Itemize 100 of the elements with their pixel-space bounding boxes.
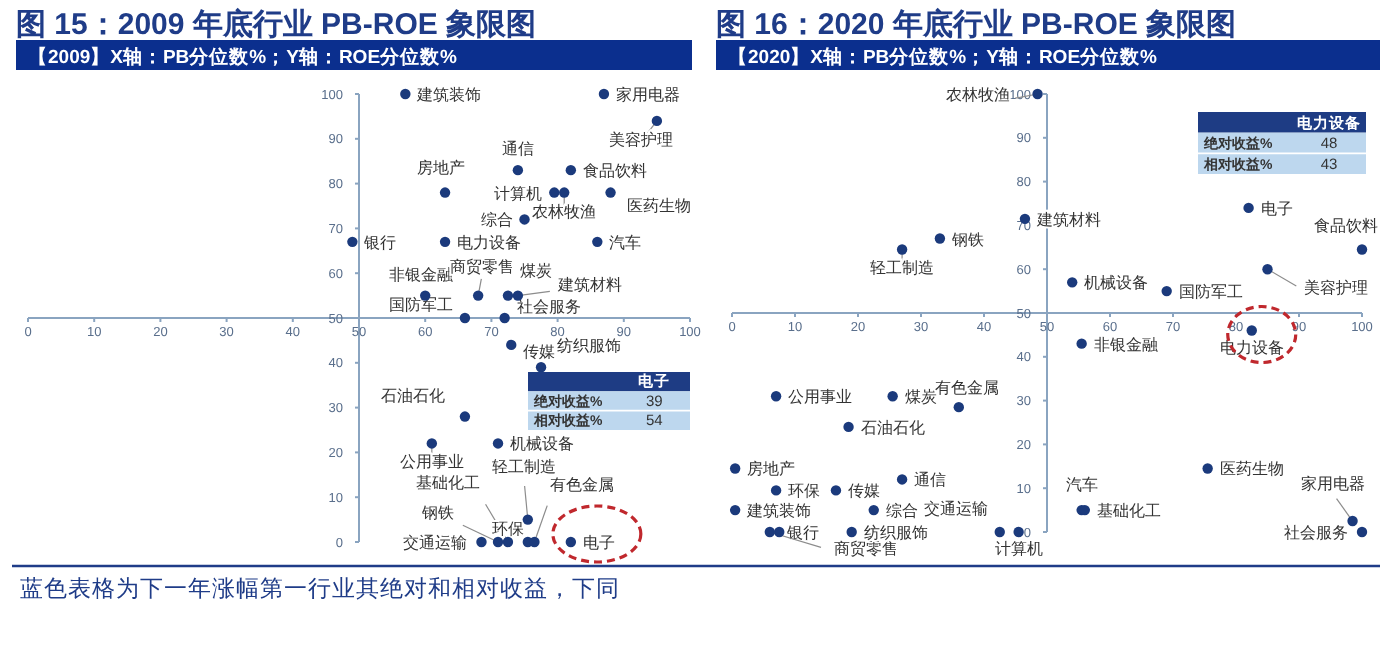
point [843,421,854,433]
annotation: 非银金融 [1093,335,1158,354]
point [896,474,908,485]
point [565,536,577,548]
annotation: 电力设备 [457,233,522,252]
annotation: 农林牧渔 [532,202,597,221]
annotation: 钢铁 [420,504,455,522]
annotation: 基础化工 [1096,502,1161,521]
annotation: 汽车 [1065,476,1098,495]
point [953,401,964,413]
annotation: 房地产 [417,158,466,177]
chart-subtitle: 【2020】X轴：PB分位数%；Y轴：ROE分位数% [728,45,1159,69]
annotation: 机械设备 [510,435,575,454]
annotation: 银行 [362,233,397,252]
point [598,88,610,100]
annotation: 综合 [480,211,513,230]
point [459,312,471,324]
point [472,290,484,301]
point [868,504,879,516]
point [887,391,898,402]
point [439,187,451,198]
point [729,463,741,474]
point [1262,264,1273,275]
annotation: 建筑装饰 [415,86,482,104]
annotation: 汽车 [609,233,642,252]
point [994,526,1005,538]
annotation: 传媒 [847,482,880,501]
annotation: 计算机 [494,184,543,203]
point [1013,526,1024,538]
point [492,438,504,449]
point [559,187,570,198]
point [830,485,842,496]
point [499,312,510,324]
annotation: 有色金属 [934,379,999,398]
annotation: 国防军工 [1178,283,1243,302]
annotation: 商贸零售 [450,257,515,276]
annotation: 通信 [501,140,534,159]
point [502,536,514,548]
point [1347,515,1358,527]
annotation: 医药生物 [626,196,691,215]
point [605,187,616,198]
annotation: 交通运输 [923,500,988,518]
point [651,115,663,127]
annotation: 纺织服饰 [557,337,622,356]
annotation: 交通运输 [403,534,468,552]
annotation: 煤炭 [904,388,937,407]
point [729,504,741,516]
point [1032,88,1043,100]
annotation: 机械设备 [1084,274,1149,293]
annotation: 社会服务 [516,298,581,316]
annotation: 医药生物 [1219,460,1284,479]
annotation: 环保 [788,482,821,501]
point [764,526,775,538]
annotation: 基础化工 [415,474,480,492]
point [1202,463,1213,474]
point [770,391,782,402]
point [1356,244,1368,255]
annotation: 石油石化 [860,418,925,437]
annotation: 家用电器 [615,86,680,104]
chart-subtitle: 【2009】X轴：PB分位数%；Y轴：ROE分位数% [28,45,459,69]
annotation: 计算机 [994,540,1043,558]
point [846,526,857,538]
point [459,411,471,422]
point [896,244,908,255]
annotation: 社会服务 [1284,524,1348,542]
point [592,236,603,248]
annotation: 房地产 [747,460,796,479]
annotation: 建筑装饰 [745,502,812,521]
annotation: 有色金属 [550,476,615,494]
annotation: 美容护理 [1303,279,1368,298]
chart-title: 图 16：2020 年底行业 PB-ROE 象限图 [716,6,1237,42]
point [502,290,514,301]
point [1243,202,1254,214]
point [1356,526,1368,538]
point [1076,338,1087,349]
point [426,438,438,449]
annotation: 石油石化 [380,386,445,405]
annotation: 轻工制造 [491,457,556,476]
point [512,164,524,176]
point [439,236,451,248]
point [1161,285,1172,297]
annotation: 食品饮料 [1314,217,1378,236]
annotation: 公用事业 [399,453,464,472]
annotation: 钢铁 [949,230,984,249]
annotation: 商贸零售 [833,540,898,558]
annotation: 通信 [914,471,947,490]
point [565,164,577,176]
annotation: 家用电器 [1300,475,1365,494]
annotation: 传媒 [523,342,556,361]
point [522,514,534,525]
point [934,233,946,244]
annotation: 美容护理 [608,130,673,149]
point [770,485,782,496]
point [400,88,411,100]
annotation: 银行 [785,524,820,542]
point [347,236,358,248]
point [1246,325,1257,336]
point [476,536,487,548]
point [519,214,530,225]
point [774,526,785,538]
